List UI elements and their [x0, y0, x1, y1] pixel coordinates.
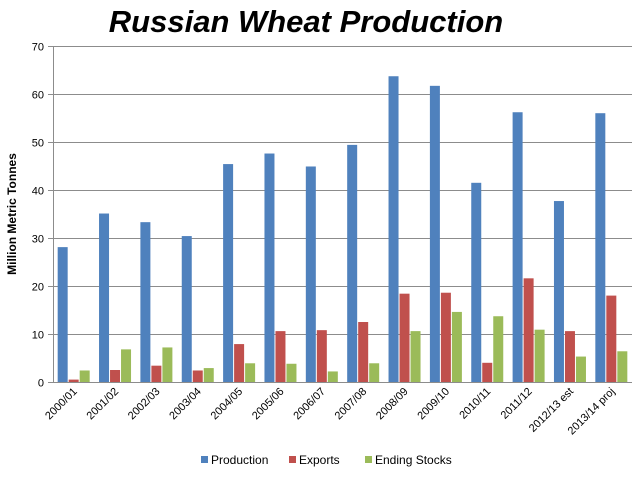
bar-ending-stocks: [451, 311, 462, 382]
bar-production: [57, 247, 68, 382]
legend-swatch: [289, 456, 296, 463]
y-tick-label: 50: [32, 138, 44, 150]
bar-ending-stocks: [121, 349, 132, 382]
legend-label: Production: [211, 453, 268, 467]
bar-production: [305, 166, 316, 382]
x-tick-label: 2004/05: [209, 386, 246, 423]
x-tick-label: 2006/07: [291, 386, 328, 423]
x-tick-label: 2001/02: [85, 386, 122, 423]
bar-ending-stocks: [493, 316, 504, 382]
bar-exports: [564, 331, 575, 382]
bar-ending-stocks: [327, 371, 338, 382]
bar-production: [140, 222, 151, 382]
y-tick-label: 20: [32, 282, 44, 294]
bar-exports: [482, 362, 493, 382]
gridlines: [53, 46, 632, 383]
bar-ending-stocks: [617, 351, 628, 382]
chart-title: Russian Wheat Production: [109, 4, 503, 39]
bar-production: [388, 76, 399, 383]
x-tick-label: 2008/09: [374, 386, 411, 423]
bar-ending-stocks: [245, 363, 256, 382]
bar-exports: [440, 292, 451, 382]
bar-production: [264, 153, 275, 382]
bars: [57, 76, 628, 383]
legend-swatch: [365, 456, 372, 463]
bar-production: [512, 112, 523, 383]
x-tick-label: 2000/01: [43, 386, 80, 423]
bar-ending-stocks: [575, 356, 586, 382]
legend-label: Exports: [299, 453, 340, 467]
bar-exports: [606, 295, 617, 382]
bar-exports: [234, 344, 245, 382]
x-tick-label: 2009/10: [415, 386, 452, 423]
bar-production: [347, 144, 358, 382]
bar-production: [595, 113, 606, 382]
x-tick-label: 2003/04: [167, 386, 204, 423]
legend: Production Exports Ending Stocks: [201, 453, 452, 467]
x-tick-label: 2005/06: [250, 386, 287, 423]
bar-ending-stocks: [410, 331, 421, 382]
legend-label: Ending Stocks: [375, 453, 452, 467]
bar-exports: [68, 379, 79, 382]
x-tick-label: 2010/11: [457, 386, 493, 422]
bar-production: [223, 164, 234, 382]
bar-ending-stocks: [286, 363, 297, 382]
bar-exports: [275, 331, 286, 382]
legend-swatch: [201, 456, 208, 463]
y-tick-label: 60: [32, 90, 44, 102]
bar-ending-stocks: [534, 329, 545, 382]
bar-exports: [399, 293, 410, 382]
bar-exports: [316, 330, 327, 382]
bar-production: [471, 182, 482, 382]
bar-exports: [358, 322, 369, 382]
bar-exports: [110, 370, 121, 382]
bar-ending-stocks: [162, 347, 173, 382]
bar-production: [99, 213, 110, 382]
bar-exports: [192, 370, 203, 382]
bar-production: [553, 201, 564, 382]
y-tick-label: 70: [32, 42, 44, 54]
y-tick-label: 30: [32, 234, 44, 246]
bar-ending-stocks: [369, 363, 380, 382]
y-tick-label: 0: [38, 378, 44, 390]
x-tick-label: 2007/08: [333, 386, 370, 423]
bar-exports: [151, 365, 162, 382]
x-tick-label: 2011/12: [499, 386, 535, 422]
y-tick-label: 10: [32, 330, 44, 342]
bar-production: [181, 236, 192, 382]
bar-exports: [523, 278, 534, 382]
bar-ending-stocks: [79, 370, 90, 382]
bar-production: [429, 85, 440, 382]
x-tick-label: 2002/03: [126, 386, 163, 423]
bar-ending-stocks: [203, 368, 214, 382]
y-axis-label: Million Metric Tonnes: [5, 153, 19, 275]
y-tick-label: 40: [32, 186, 44, 198]
